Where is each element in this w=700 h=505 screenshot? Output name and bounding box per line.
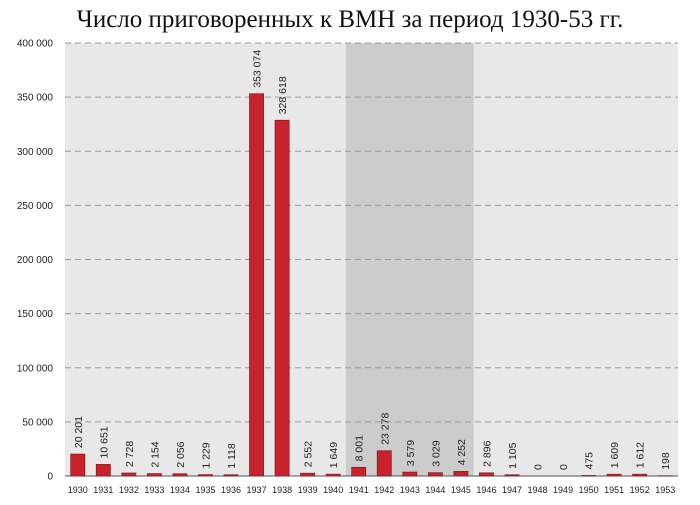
bar xyxy=(300,472,316,477)
data-label: 1 649 xyxy=(328,442,340,468)
x-tick-label: 1937 xyxy=(247,485,267,495)
data-label: 2 056 xyxy=(175,441,187,467)
x-tick-label: 1951 xyxy=(604,485,624,495)
y-tick-label: 200 000 xyxy=(17,255,54,266)
bar xyxy=(274,119,290,477)
bar xyxy=(453,470,469,477)
x-tick-label: 1931 xyxy=(93,485,113,495)
x-tick-label: 1946 xyxy=(476,485,496,495)
x-tick-label: 1953 xyxy=(655,485,675,495)
bar xyxy=(121,472,137,477)
y-tick-label: 350 000 xyxy=(17,93,54,104)
x-tick-label: 1932 xyxy=(119,485,139,495)
x-tick-label: 1952 xyxy=(630,485,650,495)
bar xyxy=(376,450,392,477)
data-label: 8 001 xyxy=(354,435,366,461)
data-label: 23 278 xyxy=(379,413,391,445)
bar xyxy=(223,474,239,477)
data-label: 475 xyxy=(584,452,596,470)
bar xyxy=(95,464,111,477)
bar xyxy=(249,93,264,477)
data-label: 2 154 xyxy=(149,441,161,467)
x-tick-label: 1944 xyxy=(425,485,445,495)
x-tick-label: 1930 xyxy=(68,485,88,495)
y-tick-label: 400 000 xyxy=(17,39,54,50)
data-label: 198 xyxy=(660,452,672,470)
y-tick-label: 150 000 xyxy=(17,309,54,320)
data-label: 3 029 xyxy=(430,440,442,466)
x-tick-label: 1945 xyxy=(451,485,471,495)
data-label: 1 229 xyxy=(200,442,212,468)
x-tick-label: 1943 xyxy=(400,485,420,495)
data-label: 2 728 xyxy=(124,441,136,467)
data-label: 353 074 xyxy=(252,50,264,88)
data-label: 3 579 xyxy=(405,440,417,466)
bar xyxy=(402,471,418,477)
x-tick-label: 1949 xyxy=(553,485,573,495)
data-label: 1 118 xyxy=(226,443,238,469)
data-label: 2 552 xyxy=(303,441,315,467)
x-tick-label: 1936 xyxy=(221,485,241,495)
bar xyxy=(198,474,213,477)
chart-title: Число приговоренных к ВМН за период 1930… xyxy=(76,6,624,33)
data-label: 0 xyxy=(558,464,570,470)
data-label: 328 618 xyxy=(277,76,289,114)
x-tick-label: 1938 xyxy=(272,485,292,495)
bar xyxy=(581,475,597,477)
data-label: 4 252 xyxy=(456,439,468,465)
bar xyxy=(70,453,86,477)
x-tick-label: 1939 xyxy=(298,485,318,495)
y-tick-label: 250 000 xyxy=(17,201,54,212)
x-tick-label: 1933 xyxy=(144,485,164,495)
bar xyxy=(172,473,188,477)
x-tick-label: 1942 xyxy=(374,485,394,495)
data-label: 20 201 xyxy=(73,416,85,448)
data-label: 1 612 xyxy=(635,442,647,468)
bar xyxy=(479,472,494,477)
x-tick-label: 1950 xyxy=(579,485,599,495)
data-label: 0 xyxy=(533,464,545,470)
data-label: 2 896 xyxy=(481,440,493,466)
data-label: 1 105 xyxy=(507,442,519,468)
x-tick-label: 1934 xyxy=(170,485,190,495)
bar xyxy=(504,474,520,477)
bar xyxy=(146,473,162,477)
data-label: 1 609 xyxy=(609,442,621,468)
x-tick-label: 1941 xyxy=(349,485,369,495)
x-tick-label: 1948 xyxy=(528,485,548,495)
bar xyxy=(606,473,622,477)
x-tick-label: 1935 xyxy=(195,485,215,495)
bar xyxy=(427,472,443,477)
y-tick-label: 50 000 xyxy=(22,417,53,428)
y-tick-label: 100 000 xyxy=(17,363,54,374)
y-tick-label: 300 000 xyxy=(17,147,54,158)
data-label: 10 651 xyxy=(98,426,110,458)
y-tick-label: 0 xyxy=(47,472,53,483)
x-tick-label: 1940 xyxy=(323,485,343,495)
bar xyxy=(632,473,648,477)
x-tick-label: 1947 xyxy=(502,485,522,495)
bar xyxy=(351,466,367,477)
bar xyxy=(325,473,341,477)
